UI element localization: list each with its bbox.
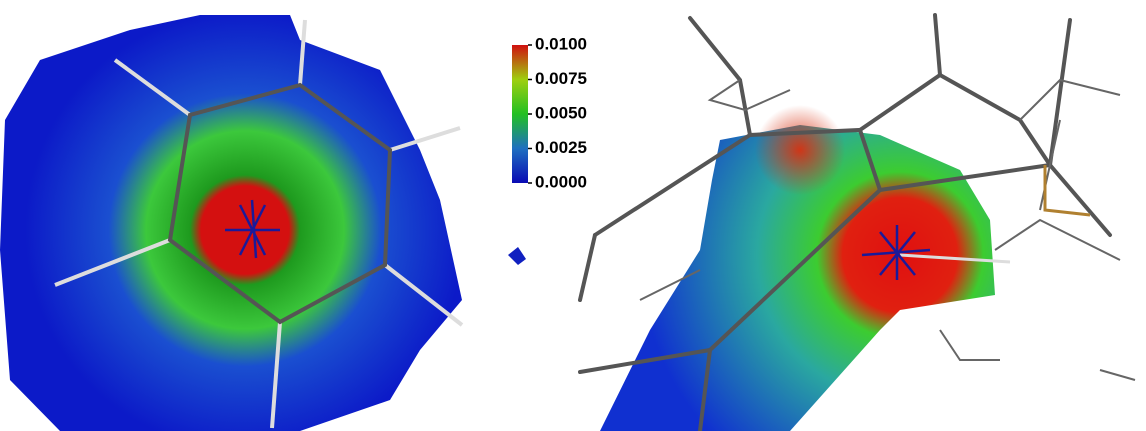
tick-label: 0.0000: [535, 172, 587, 191]
surface-fragment: [508, 247, 526, 265]
surface: [0, 15, 462, 431]
tick-label: 0.0050: [535, 103, 587, 122]
figure: 0.0100 0.0075 0.0050 0.0025 0.0000: [0, 0, 1146, 431]
colorbar-gradient: [512, 45, 528, 183]
left-panel: [0, 15, 526, 431]
surface-hotspot: [755, 105, 845, 195]
tick-label: 0.0075: [535, 69, 587, 88]
phosphorus-bond: [1045, 165, 1090, 215]
right-panel: [580, 15, 1135, 431]
tick-label: 0.0100: [535, 34, 587, 53]
colorbar: 0.0100 0.0075 0.0050 0.0025 0.0000: [512, 34, 587, 191]
tick-label: 0.0025: [535, 138, 587, 157]
